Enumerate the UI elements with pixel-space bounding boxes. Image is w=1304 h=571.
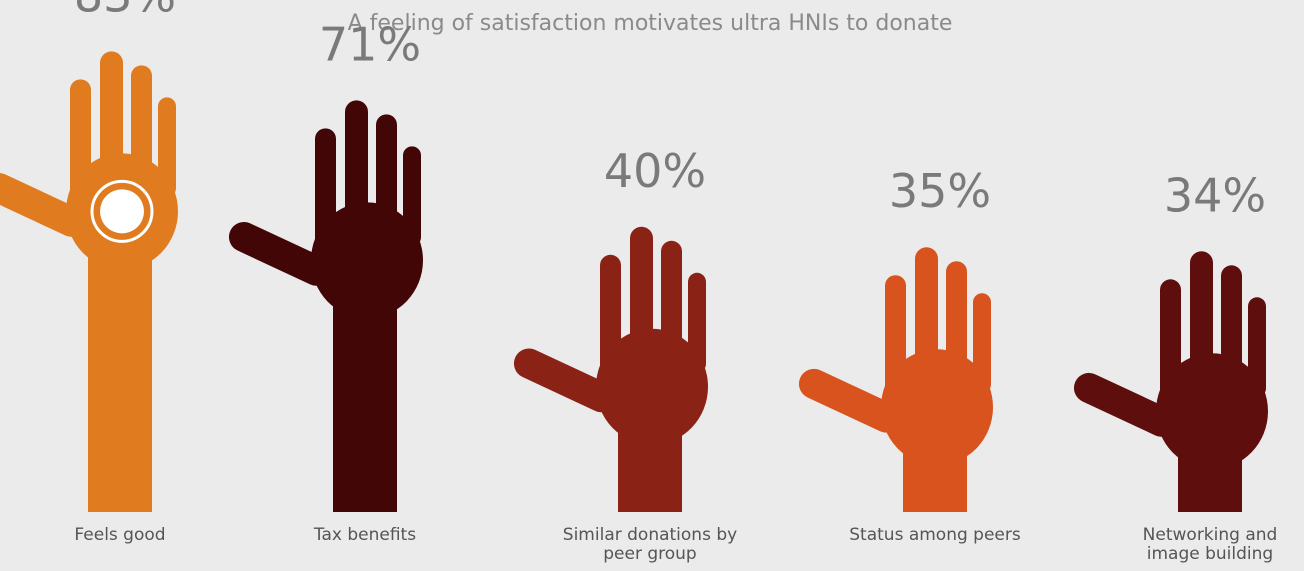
chart: A feeling of satisfaction motivates ultr…	[0, 0, 1304, 571]
icon	[100, 189, 144, 233]
value-label: 40%	[604, 144, 706, 198]
value-label: 71%	[319, 17, 421, 71]
infographic: A feeling of satisfaction motivates ultr…	[0, 0, 1304, 571]
arm	[618, 417, 682, 512]
category-label: Similar donations by peer group	[555, 526, 745, 564]
value-label: 35%	[889, 164, 991, 218]
value-label: 83%	[74, 0, 176, 22]
value-label: 34%	[1164, 168, 1266, 222]
chart-title: A feeling of satisfaction motivates ultr…	[348, 11, 953, 36]
arm	[88, 241, 152, 512]
hand	[0, 51, 178, 512]
category-label: Status among peers	[840, 526, 1030, 545]
category-label: Networking and image building	[1115, 526, 1304, 564]
hand	[1069, 251, 1268, 512]
arm	[903, 437, 967, 512]
hand	[794, 247, 993, 512]
category-label: Tax benefits	[270, 526, 460, 545]
arm	[333, 290, 397, 512]
hand	[224, 100, 423, 512]
arm	[1178, 441, 1242, 512]
category-label: Feels good	[25, 526, 215, 545]
hand	[509, 227, 708, 512]
